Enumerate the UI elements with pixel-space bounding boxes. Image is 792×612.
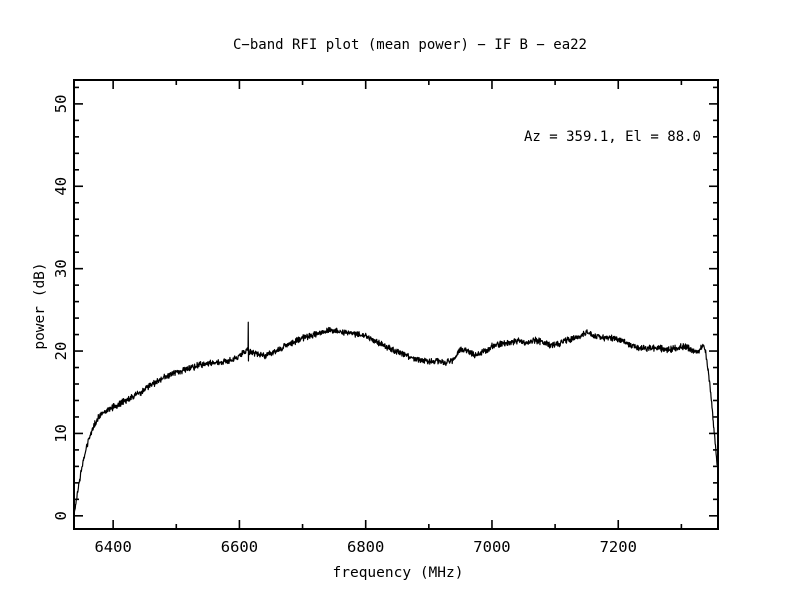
x-tick-label: 6600 — [221, 538, 258, 556]
y-tick-label: 20 — [52, 342, 70, 361]
x-axis-label: frequency (MHz) — [333, 565, 464, 581]
spectrum-curve — [73, 321, 718, 516]
y-axis-label: power (dB) — [32, 262, 48, 349]
frame-rect — [73, 79, 719, 530]
spectrum-trace — [73, 321, 718, 516]
y-tick-label: 30 — [52, 259, 70, 278]
y-tick-label: 40 — [52, 177, 70, 196]
x-tick-label: 7200 — [600, 538, 637, 556]
x-tick-label: 7000 — [473, 538, 510, 556]
y-tick-label: 10 — [52, 424, 70, 443]
y-tick-label: 50 — [52, 95, 70, 114]
pointing-annotation: Az = 359.1, El = 88.0 — [524, 129, 701, 145]
plot-title: C−band RFI plot (mean power) − IF B − ea… — [233, 37, 587, 53]
plot-frame — [73, 79, 719, 530]
y-tick-label: 0 — [52, 511, 70, 520]
x-tick-label: 6400 — [94, 538, 131, 556]
x-tick-label: 6800 — [347, 538, 384, 556]
x-tick-labels: 6400 6600 6800 7000 7200 — [94, 538, 636, 556]
y-tick-labels: 0 10 20 30 40 50 — [52, 95, 70, 521]
axis-ticks — [75, 81, 717, 528]
